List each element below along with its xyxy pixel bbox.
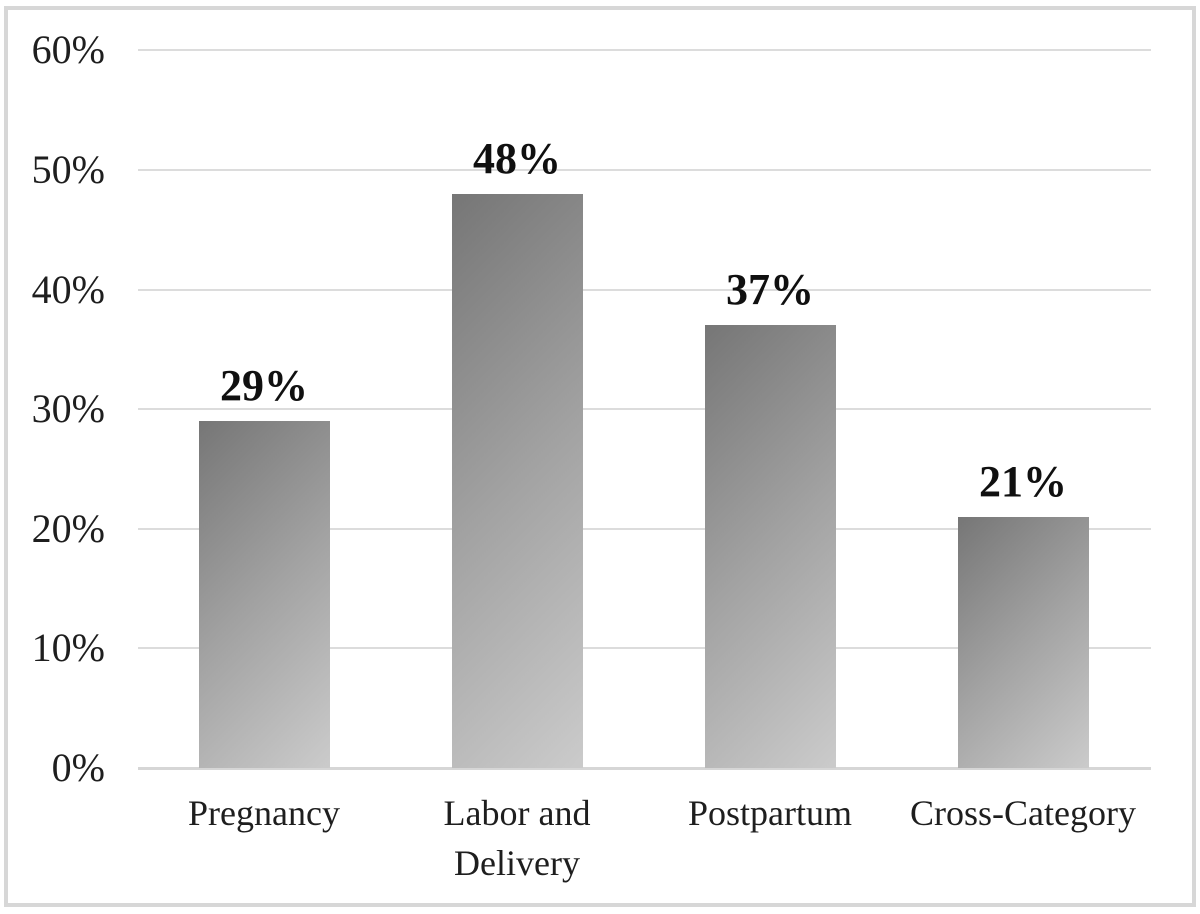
bar-postpartum	[705, 325, 836, 768]
data-label-labor-and-delivery: 48%	[473, 134, 561, 183]
gridline-60	[138, 49, 1151, 51]
y-tick-label: 50%	[31, 147, 105, 192]
bar-pregnancy	[199, 421, 330, 768]
category-label-labor-and-delivery: Labor and Delivery	[443, 793, 591, 883]
category-label-postpartum: Postpartum	[687, 793, 852, 833]
x-axis-line	[138, 767, 1151, 770]
data-label-cross-category: 21%	[979, 457, 1067, 506]
data-label-pregnancy: 29%	[220, 361, 308, 410]
bar-labor-and-delivery	[452, 194, 583, 768]
y-tick-label: 10%	[31, 625, 105, 670]
gridline-50	[138, 169, 1151, 171]
y-tick-label: 0%	[51, 745, 105, 790]
y-tick-label: 20%	[31, 506, 105, 551]
y-tick-label: 60%	[31, 27, 105, 72]
gridline-10	[138, 647, 1151, 649]
y-tick-label: 40%	[31, 267, 105, 312]
category-label-pregnancy: Pregnancy	[188, 793, 340, 833]
bar-cross-category	[958, 517, 1089, 768]
category-label-cross-category: Cross-Category	[910, 793, 1136, 833]
gridline-20	[138, 528, 1151, 530]
gridline-30	[138, 408, 1151, 410]
gridline-40	[138, 289, 1151, 291]
data-label-postpartum: 37%	[726, 265, 814, 314]
y-tick-label: 30%	[31, 386, 105, 431]
